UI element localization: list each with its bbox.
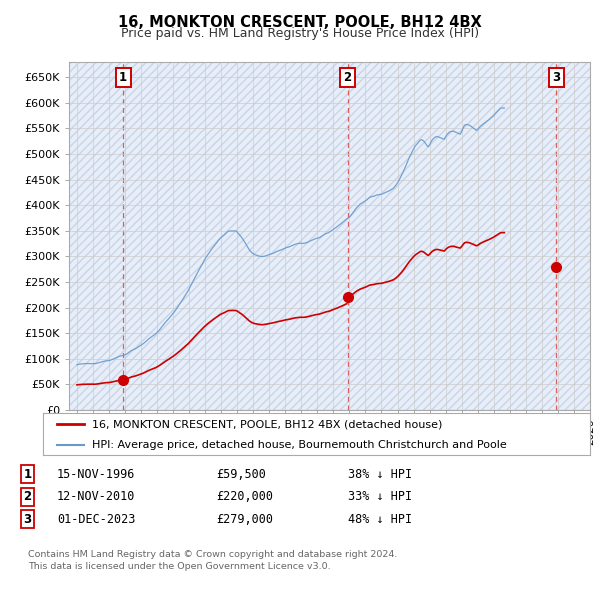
Text: 48% ↓ HPI: 48% ↓ HPI [348,513,412,526]
Text: HPI: Average price, detached house, Bournemouth Christchurch and Poole: HPI: Average price, detached house, Bour… [92,440,507,450]
Text: £59,500: £59,500 [216,468,266,481]
Text: £279,000: £279,000 [216,513,273,526]
Text: 1: 1 [23,468,32,481]
Text: Contains HM Land Registry data © Crown copyright and database right 2024.: Contains HM Land Registry data © Crown c… [28,550,397,559]
Text: 16, MONKTON CRESCENT, POOLE, BH12 4BX: 16, MONKTON CRESCENT, POOLE, BH12 4BX [118,15,482,30]
Text: £220,000: £220,000 [216,490,273,503]
Text: 33% ↓ HPI: 33% ↓ HPI [348,490,412,503]
Text: 3: 3 [553,71,560,84]
Text: 1: 1 [119,71,127,84]
Text: 2: 2 [343,71,352,84]
Text: Price paid vs. HM Land Registry's House Price Index (HPI): Price paid vs. HM Land Registry's House … [121,27,479,40]
Text: 12-NOV-2010: 12-NOV-2010 [57,490,136,503]
Text: This data is licensed under the Open Government Licence v3.0.: This data is licensed under the Open Gov… [28,562,330,571]
Text: 16, MONKTON CRESCENT, POOLE, BH12 4BX (detached house): 16, MONKTON CRESCENT, POOLE, BH12 4BX (d… [92,419,443,430]
Text: 01-DEC-2023: 01-DEC-2023 [57,513,136,526]
Text: 38% ↓ HPI: 38% ↓ HPI [348,468,412,481]
Text: 2: 2 [23,490,32,503]
Text: 3: 3 [23,513,32,526]
Text: 15-NOV-1996: 15-NOV-1996 [57,468,136,481]
